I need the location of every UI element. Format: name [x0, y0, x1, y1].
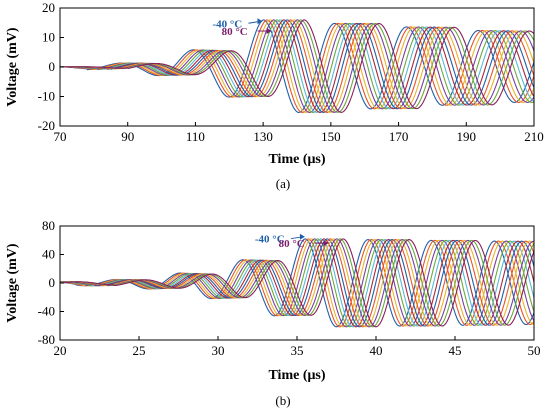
panel-label-b: (b) — [275, 393, 290, 408]
x-tick-label: 35 — [291, 343, 304, 358]
y-tick-label: 80 — [42, 218, 55, 233]
x-tick-label: 150 — [321, 129, 341, 144]
x-axis-label-b: Time (μs) — [268, 368, 325, 383]
y-tick-label: 40 — [42, 247, 55, 262]
x-tick-label: 20 — [54, 343, 67, 358]
x-axis-label-a: Time (μs) — [268, 152, 325, 167]
x-tick-label: 130 — [253, 129, 273, 144]
x-tick-label: 190 — [457, 129, 477, 144]
chart-panel-b: 20 25 30 35 40 45 50 80 40 0 -40 -80 Voltage (mV) T… — [5, 218, 541, 408]
y-tick-label: 10 — [42, 30, 55, 45]
arrowhead — [299, 233, 305, 240]
y-tick-label: 20 — [42, 0, 55, 15]
y-tick-label: -80 — [38, 332, 55, 347]
x-tick-label: 40 — [370, 343, 383, 358]
x-tick-label: 50 — [528, 343, 541, 358]
annotation-high-temp: 80 °C — [222, 26, 248, 38]
x-tick-label: 30 — [212, 343, 225, 358]
annotation-low-temp: -40 °C — [212, 18, 242, 30]
series-line — [60, 238, 534, 328]
series-line — [60, 19, 534, 113]
arrowhead — [257, 18, 263, 25]
y-axis-label-b: Voltage (mV) — [5, 243, 20, 323]
x-tick-label: 110 — [186, 129, 205, 144]
panel-label-a: (a) — [276, 176, 290, 191]
y-tick-label: -10 — [38, 89, 55, 104]
x-tick-label: 45 — [449, 343, 462, 358]
series-line — [60, 19, 534, 113]
y-tick-label: -40 — [38, 304, 55, 319]
series-line — [60, 19, 534, 113]
arrowhead — [266, 28, 272, 35]
series-line — [60, 238, 534, 328]
x-tick-label: 70 — [54, 129, 67, 144]
x-tick-label: 210 — [524, 129, 544, 144]
x-tick-label: 90 — [121, 129, 134, 144]
y-axis-label-a: Voltage (mV) — [5, 27, 20, 107]
y-tick-label: -20 — [38, 118, 55, 133]
arrowhead — [323, 240, 329, 247]
y-tick-label: 0 — [49, 275, 56, 290]
x-tick-label: 25 — [133, 343, 146, 358]
chart-panel-a: 70 90 110 130 150 170 190 210 20 10 0 -10 -20 Voltag… — [5, 0, 544, 191]
x-tick-label: 170 — [389, 129, 409, 144]
annotation-high-temp: 80 °C — [279, 238, 305, 250]
y-tick-label: 0 — [49, 59, 56, 74]
series-line — [60, 19, 534, 113]
annotation-low-temp: -40 °C — [255, 234, 285, 246]
